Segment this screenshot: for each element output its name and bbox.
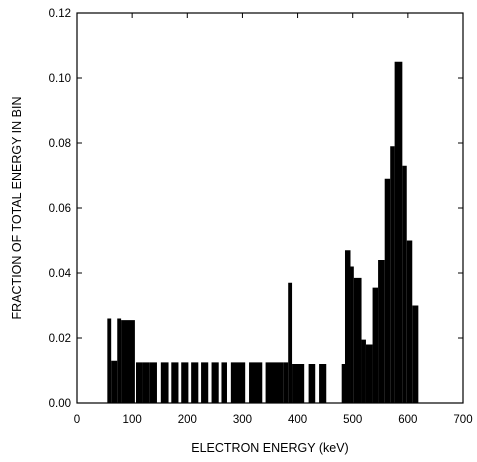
y-axis-label: FRACTION OF TOTAL ENERGY IN BIN	[10, 97, 24, 320]
x-tick-label: 500	[343, 414, 362, 426]
x-tick-label: 200	[178, 414, 197, 426]
histogram-bar	[378, 260, 385, 403]
histogram-bar	[201, 362, 209, 404]
histogram-bar	[350, 266, 354, 403]
y-tick-label: 0.00	[49, 398, 71, 410]
y-tick-label: 0.10	[49, 73, 71, 85]
y-tick-label: 0.04	[49, 268, 72, 280]
histogram-bar	[288, 282, 293, 403]
histogram-bar	[394, 61, 403, 403]
y-tick-label: 0.12	[49, 8, 71, 20]
histogram-bar	[283, 362, 289, 404]
histogram-bar	[341, 364, 345, 403]
histogram-bar	[221, 362, 227, 404]
histogram-bar	[136, 362, 143, 404]
plot-frame	[76, 12, 464, 404]
histogram-bar	[117, 318, 122, 403]
histogram-bar	[142, 362, 150, 404]
histogram-bar	[265, 362, 284, 404]
x-tick-label: 300	[233, 414, 252, 426]
histogram-bar	[230, 362, 246, 404]
histogram-bar	[149, 362, 157, 404]
histogram-bar	[211, 362, 219, 404]
histogram-bar	[308, 364, 316, 403]
x-axis-label: ELECTRON ENERGY (keV)	[191, 441, 348, 455]
histogram-bar	[344, 250, 351, 403]
histogram-bar	[372, 287, 379, 404]
y-tick-label: 0.08	[49, 138, 71, 150]
histogram-bar	[412, 305, 419, 403]
x-tick-label: 0	[74, 414, 80, 426]
x-tick-label: 100	[123, 414, 142, 426]
histogram-bar	[181, 362, 189, 404]
histogram-bar	[390, 146, 395, 403]
x-axis-ticks: 0 100 200 300 400 500 600 700	[74, 13, 473, 426]
histogram-bar	[384, 178, 391, 403]
y-tick-label: 0.06	[49, 203, 71, 215]
histogram-bar	[107, 318, 112, 403]
histogram-bar	[121, 320, 135, 404]
x-tick-label: 400	[288, 414, 307, 426]
histogram-bar	[160, 362, 169, 404]
histogram-bar	[406, 240, 413, 403]
histogram-bar	[249, 362, 263, 404]
bars-group	[107, 61, 419, 404]
y-tick-label: 0.02	[49, 333, 71, 345]
histogram-bar	[361, 339, 366, 404]
x-tick-label: 700	[453, 414, 472, 426]
histogram-bar	[319, 364, 327, 403]
histogram-bar	[353, 277, 362, 404]
histogram-bar	[171, 362, 179, 404]
histogram-bar	[365, 344, 373, 403]
x-tick-label: 600	[398, 414, 417, 426]
histogram-bar	[111, 360, 118, 403]
histogram-bar	[191, 362, 199, 404]
histogram-bar	[402, 165, 407, 403]
histogram-bar	[292, 364, 305, 403]
